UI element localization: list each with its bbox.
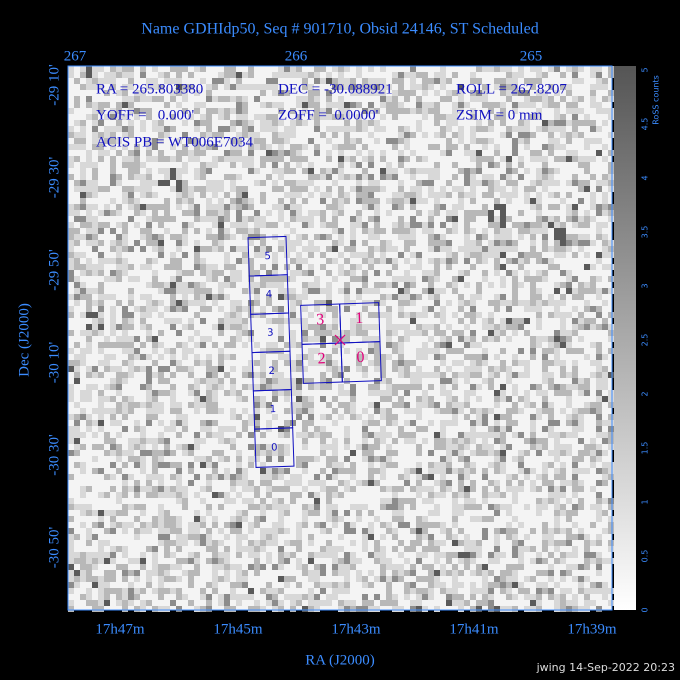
top-tick-label: 265 <box>520 48 543 64</box>
colorbar-tick-label: 4.5 <box>641 118 650 131</box>
colorbar-tick-label: 0.5 <box>641 550 650 563</box>
chip-label: 0 <box>271 442 278 453</box>
chip-label: 5 <box>264 251 271 262</box>
info-acis: ACIS PB = WT006E7034 <box>96 134 253 150</box>
title: Name GDHIdp50, Seq # 901710, Obsid 24146… <box>141 21 538 38</box>
colorbar-tick-label: 1.5 <box>641 442 650 455</box>
chip-label: 2 <box>268 366 275 377</box>
colorbar-tick-label: 3.5 <box>641 226 650 239</box>
bottom-tick-label: 17h43m <box>331 621 381 637</box>
noise-level <box>68 66 614 612</box>
info-ra: RA = 265.803380 <box>96 81 203 97</box>
chip <box>340 341 382 383</box>
left-tick-label: -29 30' <box>46 156 62 198</box>
noise-level <box>68 66 614 612</box>
info-roll: ROLL = 267.8207 <box>456 81 567 97</box>
colorbar-tick-label: 2.5 <box>641 334 650 347</box>
colorbar-label: RoSS counts <box>652 75 661 125</box>
acis-s-array: 5 4 3 2 1 0 <box>247 235 295 468</box>
colorbar-tick-label: 0 <box>641 607 650 612</box>
chip-label: 0 <box>356 349 365 366</box>
chip <box>254 427 295 468</box>
left-tick-label: -29 50' <box>46 249 62 291</box>
top-tick-label: 266 <box>285 48 308 64</box>
bottom-tick-label: 17h41m <box>449 621 499 637</box>
left-tick-label: -30 30' <box>46 434 62 476</box>
colorbar-tick-label: 1 <box>641 499 650 504</box>
colorbar-tick-label: 5 <box>641 67 650 72</box>
footer: jwing 14-Sep-2022 20:23 <box>536 661 675 674</box>
chip-label: 2 <box>317 350 326 367</box>
colorbar-tick-label: 2 <box>641 391 650 396</box>
acis-i-array: 3 1 2 0 <box>300 302 382 384</box>
info-zsim: ZSIM = 0 mm <box>456 107 543 123</box>
chip-label: 3 <box>316 311 325 328</box>
bottom-tick-label: 17h47m <box>95 621 145 637</box>
info-dec: DEC = -30.088921 <box>278 81 393 97</box>
colorbar <box>614 66 636 610</box>
top-tick-label: 267 <box>64 48 87 64</box>
info-zoff: ZOFF = 0.0000' <box>278 107 379 123</box>
chip-label: 1 <box>355 310 364 327</box>
info-yoff: YOFF = 0.000' <box>96 107 195 123</box>
left-tick-label: -30 10' <box>46 341 62 383</box>
left-tick-label: -30 50' <box>46 526 62 568</box>
left-tick-label: -29 10' <box>46 64 62 106</box>
x-label: RA (J2000) <box>305 652 375 668</box>
chip-label: 3 <box>267 328 274 339</box>
plot-frame <box>67 65 613 611</box>
chip-label: 1 <box>270 404 277 415</box>
y-label: Dec (J2000) <box>16 303 32 377</box>
aimpoint <box>334 334 346 346</box>
bottom-tick-label: 17h39m <box>567 621 617 637</box>
chip-label: 4 <box>266 289 273 300</box>
colorbar-tick-label: 4 <box>641 175 650 180</box>
colorbar-tick-label: 3 <box>641 283 650 288</box>
bottom-tick-label: 17h45m <box>213 621 263 637</box>
